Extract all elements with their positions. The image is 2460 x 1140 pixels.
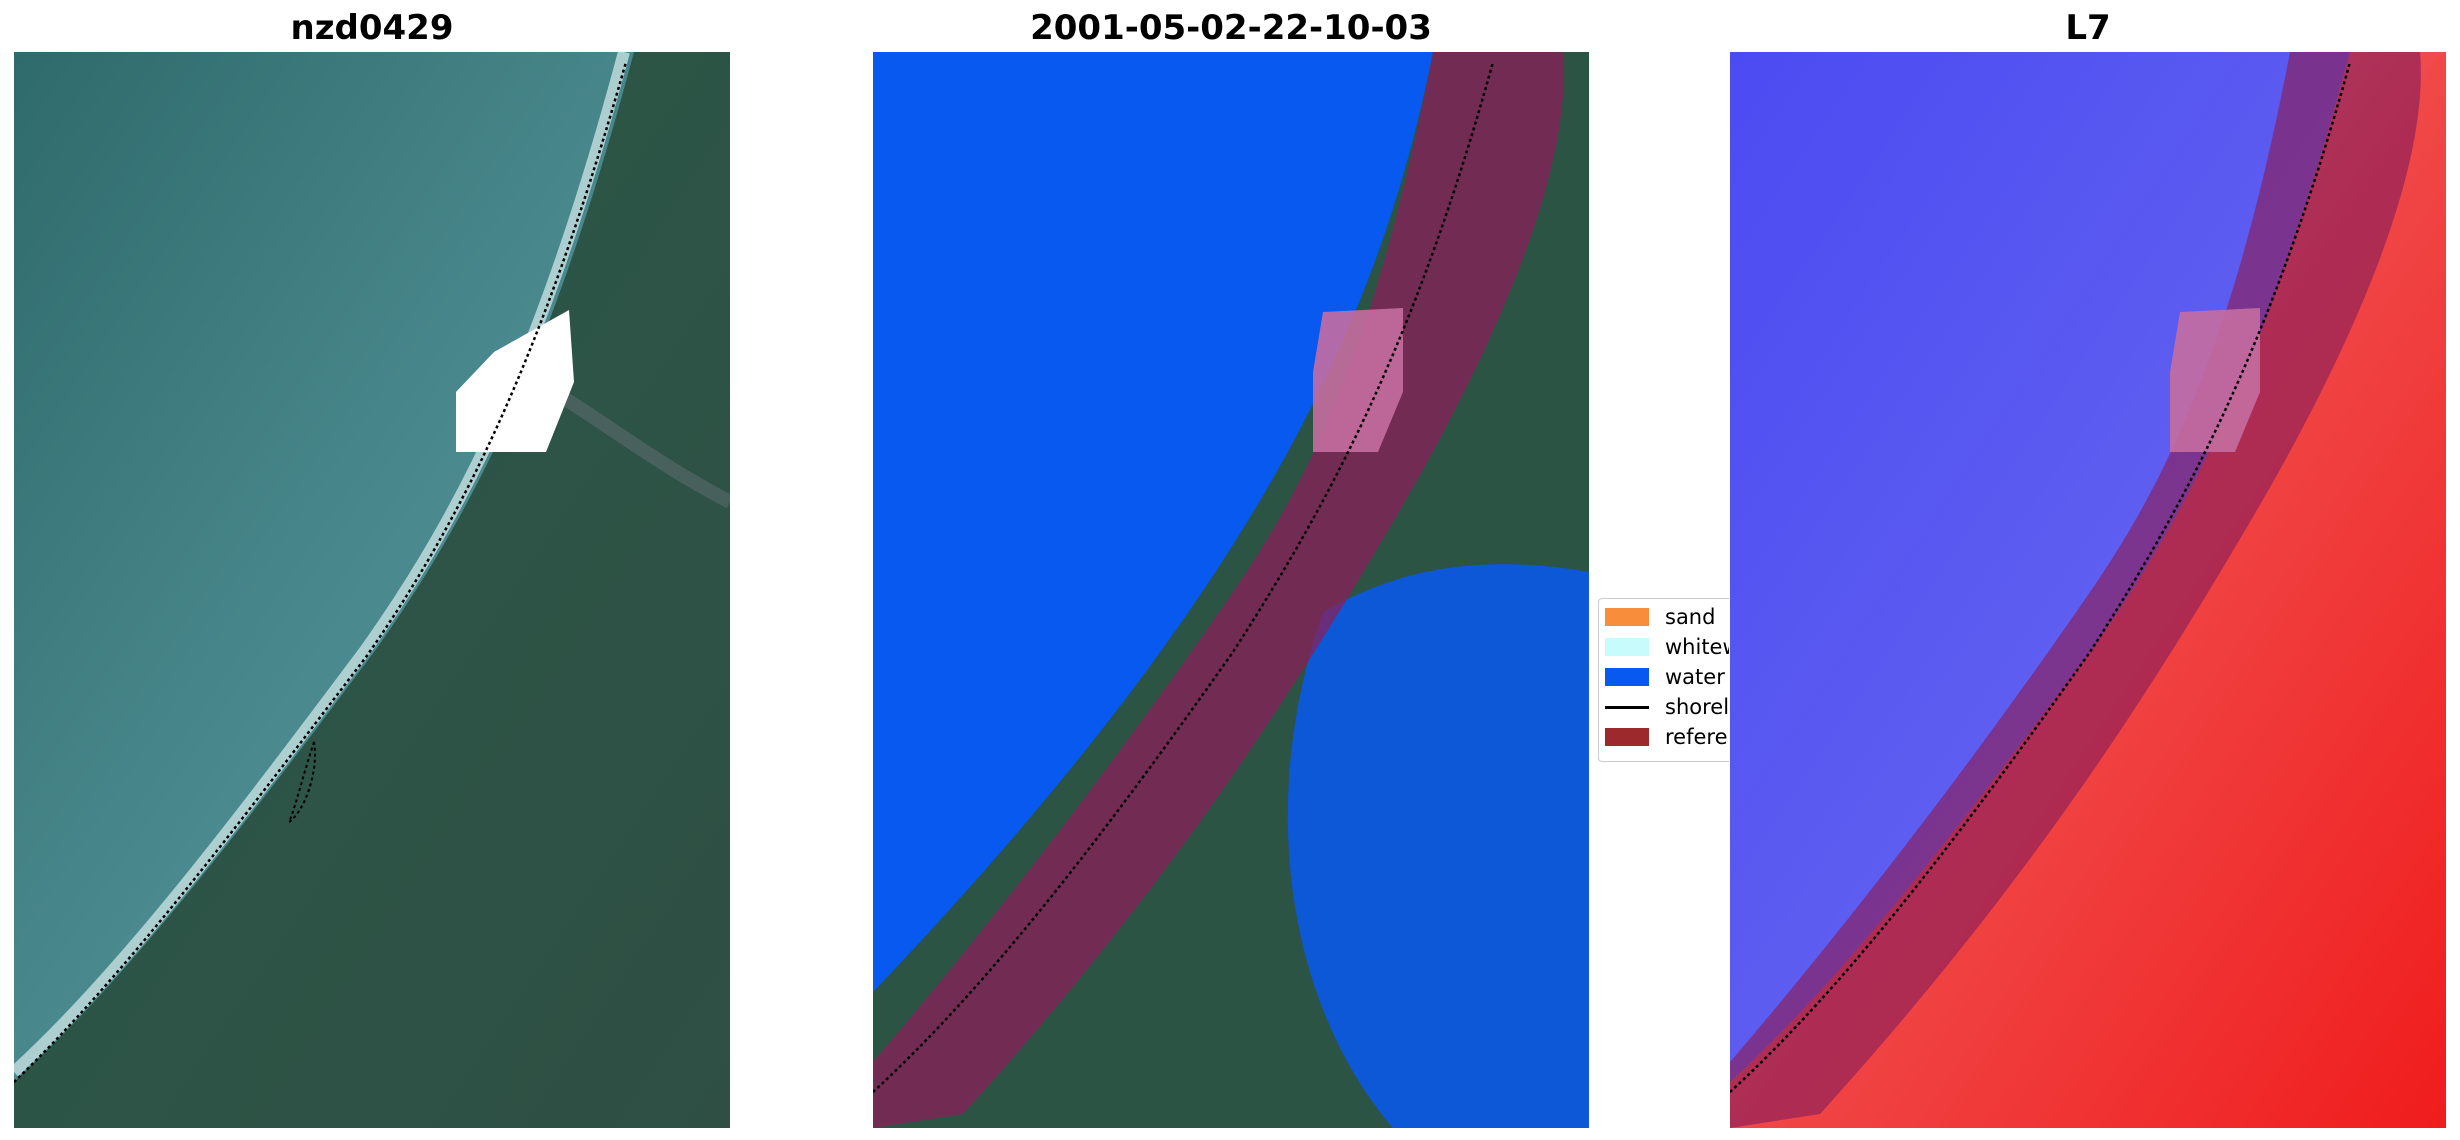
rgb-image-panel <box>14 52 730 1128</box>
legend-label-sand: sand <box>1665 605 1716 629</box>
classification-panel <box>873 52 1589 1128</box>
cloud-mask <box>456 310 574 452</box>
river-channel <box>550 385 730 509</box>
legend-label-shoreline: shoreline <box>1665 695 1729 719</box>
shoreline-swatch <box>1605 698 1649 716</box>
cloud-mask-region <box>1313 308 1403 452</box>
inland-water-class <box>1287 564 1589 1128</box>
legend-item-shoreline: shoreline <box>1605 693 1729 721</box>
legend-item-sand: sand <box>1605 603 1715 631</box>
panel-title-index: L7 <box>2065 8 2111 48</box>
legend-item-water: water <box>1605 663 1725 691</box>
panel-title-rgb: nzd0429 <box>290 8 454 48</box>
detected-shoreline <box>14 61 628 1083</box>
index-panel <box>1730 52 2446 1128</box>
rgb-image <box>14 52 730 1128</box>
legend-label-reference-buffer: reference shoreline buffer <box>1665 725 1729 749</box>
water-class-region <box>873 52 1433 992</box>
buffer-swatch <box>1605 728 1649 746</box>
index-image <box>1730 52 2446 1128</box>
whitewater-swatch <box>1605 638 1649 656</box>
detected-shoreline <box>1730 61 2352 1093</box>
sand-swatch <box>1605 608 1649 626</box>
detected-shoreline <box>873 61 1495 1093</box>
surf-zone <box>14 52 630 1077</box>
cloud-mask-region <box>2170 308 2260 452</box>
panel-title-classification: 2001-05-02-22-10-03 <box>1030 8 1432 48</box>
classification-image <box>873 52 1589 1128</box>
legend-label-water: water <box>1665 665 1725 689</box>
legend-item-reference-buffer: reference shoreline buffer <box>1605 723 1729 751</box>
water-swatch <box>1605 668 1649 686</box>
